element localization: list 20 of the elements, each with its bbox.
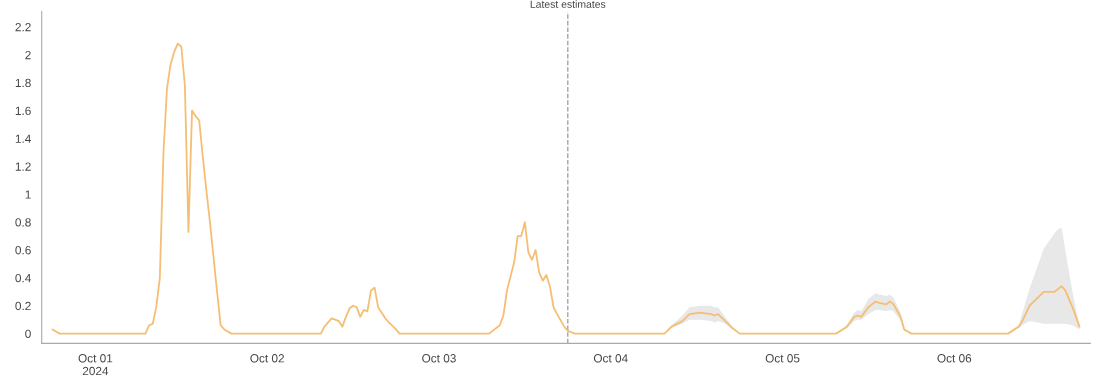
x-tick-label: Oct 02 [250, 354, 284, 363]
x-tick-label: Oct 04 [593, 354, 628, 363]
y-tick-label: 1.2 [15, 162, 31, 171]
y-tick-label: 1.4 [15, 134, 31, 143]
y-tick-label: 2 [25, 50, 31, 60]
x-tick-label: Oct 06 [937, 354, 972, 363]
y-tick-label: 0.4 [15, 273, 31, 283]
y-tick-label: 0 [25, 329, 31, 339]
ref-line-label: Latest estimates [530, 0, 606, 8]
y-tick-label: 0.2 [15, 301, 31, 311]
y-tick-label: 1.6 [15, 106, 31, 115]
line-series [51, 42, 1081, 335]
y-tick-label: 1.8 [15, 78, 31, 88]
y-tick-label: 1 [25, 190, 31, 199]
x-tick-label: Oct 05 [765, 354, 800, 363]
y-tick-label: 2.2 [15, 23, 31, 32]
x-tick-label: Oct 03 [422, 354, 456, 363]
y-tick-label: 0.8 [15, 218, 31, 227]
x-tick-label: Oct 01 2024 [78, 354, 113, 376]
y-tick-label: 0.6 [15, 246, 31, 255]
